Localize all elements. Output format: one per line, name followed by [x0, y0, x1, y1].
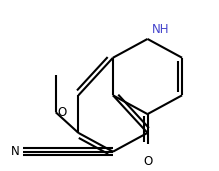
Text: NH: NH	[152, 23, 169, 36]
Text: O: O	[58, 106, 67, 119]
Text: N: N	[11, 145, 19, 158]
Text: O: O	[143, 155, 152, 168]
